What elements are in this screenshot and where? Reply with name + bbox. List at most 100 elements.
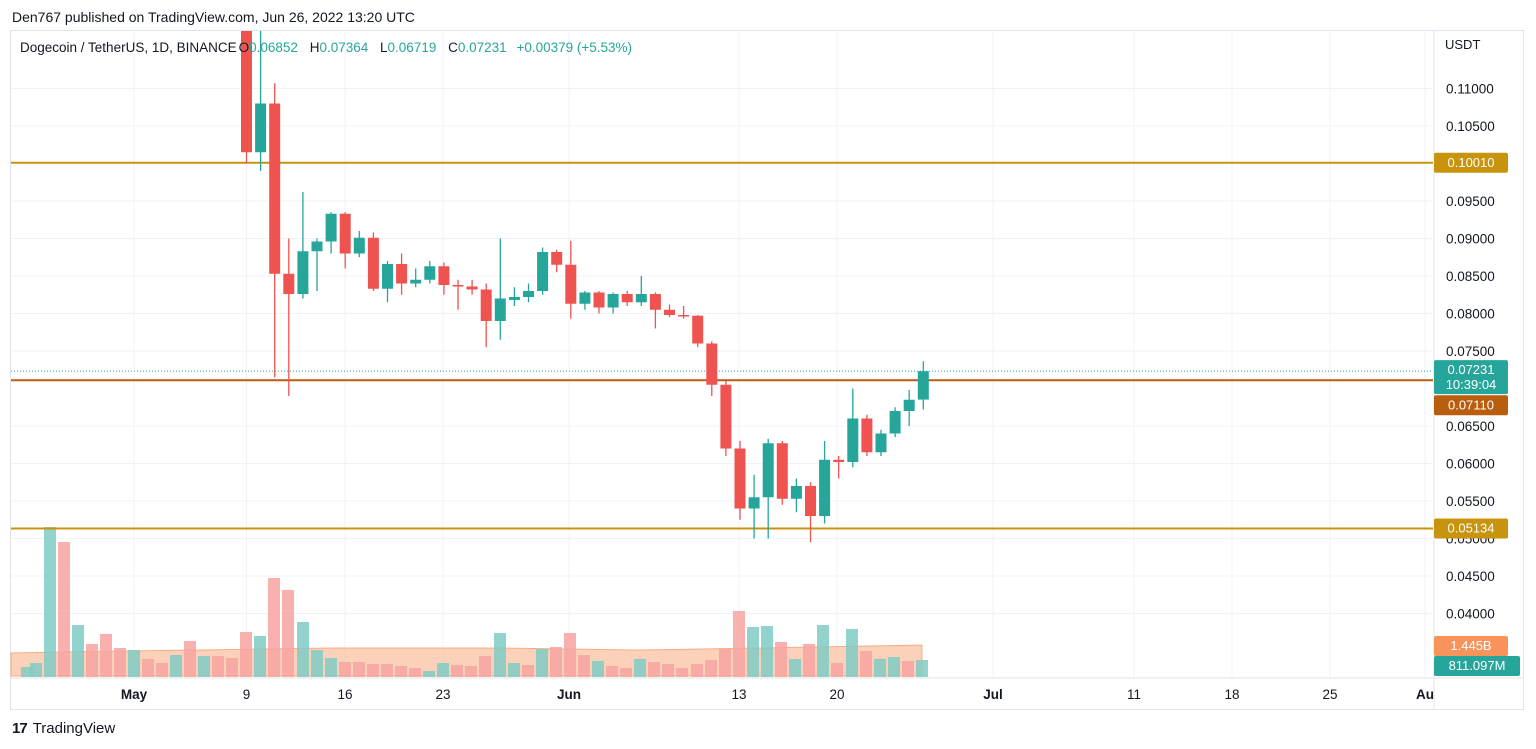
- candle: [283, 238, 295, 396]
- volume-bar: [648, 662, 660, 677]
- candle-body: [523, 291, 534, 297]
- close-label: C: [448, 40, 458, 55]
- candle: [664, 304, 675, 318]
- volume-bar: [282, 590, 294, 677]
- candle-body: [396, 264, 408, 284]
- volume-bar: [846, 629, 858, 677]
- low-label: L: [380, 40, 388, 55]
- candle: [508, 287, 520, 306]
- level-tag-text: 0.07110: [1448, 397, 1494, 412]
- price-tick-label: 0.10500: [1446, 119, 1495, 134]
- time-tick-label: Jul: [983, 687, 1003, 702]
- publish-info: Den767 published on TradingView.com, Jun…: [12, 9, 415, 25]
- volume-tag-bg: [1434, 636, 1508, 656]
- candle-body: [706, 343, 718, 385]
- candle-body: [466, 286, 478, 290]
- candle: [523, 283, 534, 303]
- candle: [678, 306, 690, 319]
- volume-bar: [508, 663, 520, 677]
- tradingview-brand[interactable]: 17 TradingView: [12, 720, 115, 737]
- candle: [339, 212, 351, 269]
- volume-bar: [311, 650, 323, 677]
- candle-body: [889, 411, 901, 434]
- time-tick-label: 9: [243, 687, 251, 702]
- volume-bar: [803, 644, 815, 677]
- candle: [875, 429, 887, 456]
- volume-layer: [10, 527, 928, 677]
- candle: [847, 388, 859, 468]
- candle: [805, 482, 816, 543]
- volume-bar: [268, 578, 280, 677]
- time-tick-label: 11: [1127, 687, 1141, 702]
- volume-bar: [747, 627, 759, 677]
- volume-bar: [72, 625, 84, 677]
- candle: [241, 31, 252, 164]
- volume-bar: [198, 656, 210, 677]
- volume-bar: [142, 659, 154, 677]
- candles-layer: [241, 31, 929, 543]
- volume-bar: [620, 668, 632, 677]
- volume-bar: [339, 662, 351, 677]
- time-tick-label: 16: [337, 687, 352, 702]
- price-tick-label: 0.11000: [1446, 82, 1494, 97]
- high-label: H: [309, 40, 320, 55]
- volume-bar: [21, 667, 33, 677]
- change-value: +0.00379 (+5.53%): [516, 40, 633, 55]
- time-tick-label: 18: [1224, 687, 1239, 702]
- candle-body: [678, 315, 690, 317]
- candle: [367, 232, 379, 291]
- candle-body: [917, 371, 929, 400]
- candle-body: [621, 294, 633, 303]
- volume-bar: [916, 660, 928, 677]
- volume-bar: [353, 662, 365, 677]
- volume-bar: [536, 649, 548, 677]
- candle: [565, 240, 577, 319]
- volume-bar: [606, 666, 618, 677]
- candle: [889, 407, 901, 438]
- volume-bar: [212, 656, 224, 677]
- candle-body: [255, 103, 267, 153]
- volume-tag-text: 811.097M: [1449, 658, 1506, 673]
- grid-lines: [11, 31, 1433, 678]
- volume-bar: [564, 633, 576, 677]
- level-tag-bg: [1434, 395, 1508, 416]
- candle: [325, 212, 337, 254]
- open-label: O: [238, 40, 250, 55]
- volume-bar: [691, 664, 703, 677]
- price-tick-label: 0.08500: [1446, 269, 1495, 284]
- volume-bar: [888, 657, 900, 677]
- volume-bar: [240, 632, 252, 677]
- volume-bar: [381, 664, 393, 677]
- volume-bar: [170, 655, 182, 677]
- candle-body: [269, 103, 281, 274]
- candle: [748, 474, 760, 539]
- chart-frame: [10, 30, 1524, 710]
- close-value: 0.07231: [457, 40, 507, 55]
- price-tick-label: 0.06000: [1446, 457, 1495, 472]
- volume-bar: [254, 636, 266, 677]
- candle: [353, 231, 365, 258]
- candle: [692, 315, 704, 348]
- level-tag-text: 0.10010: [1448, 155, 1495, 170]
- time-tick-label: 25: [1322, 687, 1337, 702]
- volume-bar: [831, 663, 843, 677]
- candle-body: [593, 292, 605, 308]
- candle: [819, 441, 831, 524]
- candle: [762, 438, 774, 539]
- candle: [579, 291, 591, 310]
- volume-bar: [226, 658, 238, 677]
- candle: [452, 279, 464, 310]
- time-tick-label: May: [121, 687, 148, 702]
- candle-body: [353, 237, 365, 254]
- candle-body: [579, 292, 591, 304]
- tradingview-logo: 17: [12, 720, 28, 737]
- candle-body: [551, 252, 563, 265]
- candle-body: [790, 486, 802, 499]
- candle-body: [847, 418, 859, 462]
- last-price-tag-text: 10:39:04: [1446, 377, 1497, 392]
- currency-unit[interactable]: USDT: [1445, 37, 1481, 52]
- price-axis: 0.11000 0.10500 0.09500 0.09000 0.08500 0.080…: [11, 31, 1523, 709]
- candle-body: [367, 237, 379, 289]
